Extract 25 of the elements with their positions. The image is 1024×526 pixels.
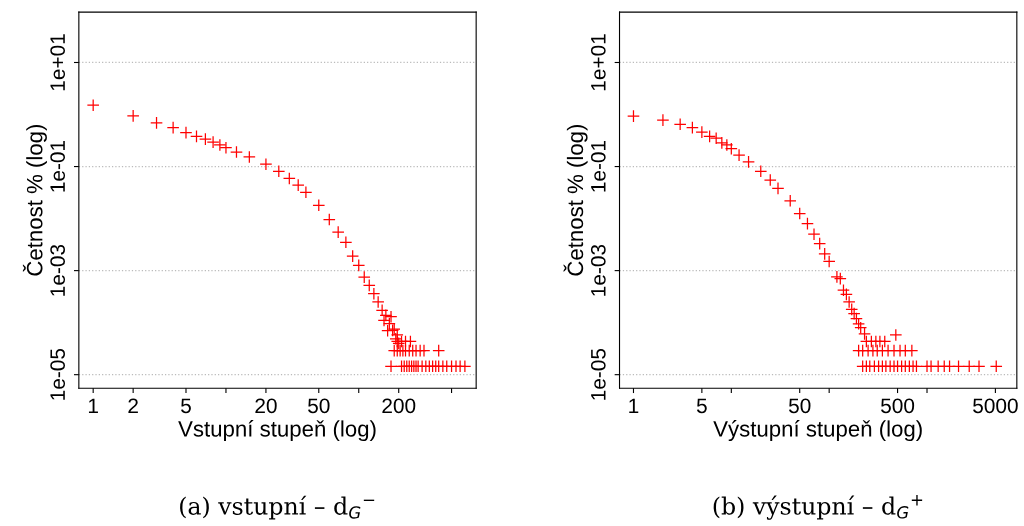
y-tick-label: 1e+01 [50,34,66,91]
x-tick-label: 5 [696,398,707,414]
y-tick-label: 1e-03 [50,244,66,296]
y-tick-label: 1e-01 [590,140,606,192]
x-tick-label: 20 [255,398,277,414]
y-tick-label: 1e-01 [50,140,66,192]
x-axis-title: Vstupní stupeň (log) [178,420,376,442]
x-tick-label: 1 [88,398,98,414]
x-tick-label: 2 [128,398,138,414]
x-tick-label: 1 [629,398,639,414]
y-axis-title: Četnost % (log) [22,124,47,276]
y-tick-label: 1e-05 [50,348,66,400]
x-tick-label: 50 [788,398,811,414]
x-tick-label: 5 [181,398,191,414]
x-tick-label: 500 [881,398,915,414]
y-tick-label: 1e-03 [590,244,606,296]
text: (a) vstupní – d$_{G}$$^{−}$ [180,495,375,520]
x-tick-label: 200 [382,398,416,414]
x-tick-label: 50 [308,398,330,414]
y-tick-label: 1e-05 [590,348,606,400]
x-tick-label: 5000 [973,398,1018,414]
x-axis-title: Výstupní stupeň (log) [713,420,922,442]
text: (b) výstupní – d$_{G}$$^{+}$ [713,495,923,520]
y-axis-title: Četnost % (log) [563,124,588,276]
y-tick-label: 1e+01 [590,34,606,91]
